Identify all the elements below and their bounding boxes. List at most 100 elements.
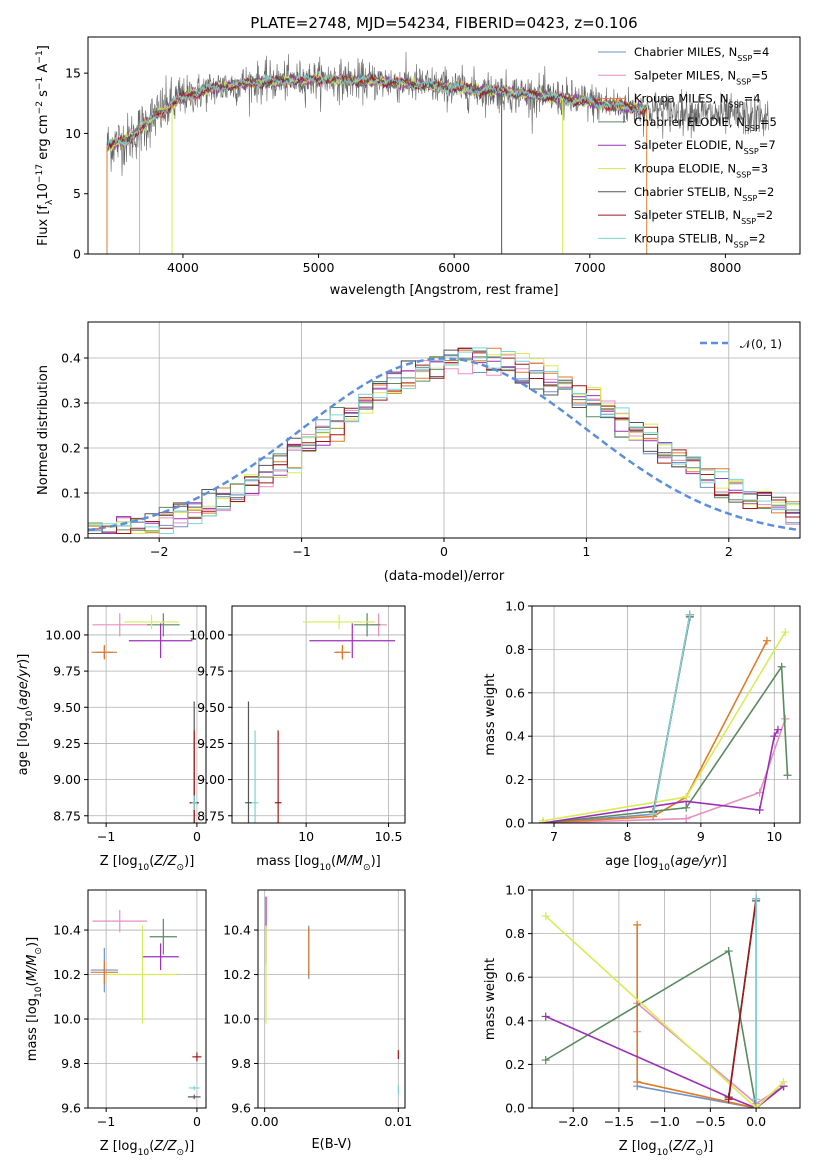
label-part: 10 (658, 863, 670, 873)
label-part: Chabrier STELIB, N (634, 185, 742, 199)
weight-marker (752, 1104, 761, 1108)
y-tick-label: 8.75 (53, 808, 81, 823)
label-part: =2 (757, 185, 774, 199)
label-part: SSP (745, 123, 760, 132)
y-tick-label: 1.0 (505, 599, 525, 614)
x-tick-label: 6000 (438, 260, 470, 275)
y-tick-label: 10.00 (189, 627, 225, 642)
legend-label: 𝒩(0, 1) (740, 337, 782, 351)
weight-marker (773, 725, 782, 734)
plot-area (265, 896, 399, 1095)
x-tick-label: 0.00 (251, 1114, 279, 1129)
y-tick-label: 0.4 (505, 1013, 525, 1028)
weight-marker (783, 771, 792, 780)
label-part: Kroupa MILES, N (634, 92, 729, 106)
weight-line-salpeter-miles (542, 718, 787, 823)
errorbar-point (192, 1052, 202, 1062)
legend-label: Salpeter STELIB, NSSP=2 (634, 208, 773, 226)
label-part: −1 (35, 77, 45, 90)
mass-vs-ebv-xlabel: E(B-V) (311, 1137, 351, 1152)
weight-marker (752, 1095, 761, 1104)
errorbar-point (92, 613, 147, 637)
axes-frame (531, 605, 801, 824)
axes-frame (231, 605, 406, 824)
label-part: ( (149, 854, 154, 869)
label-part: Z/Z (672, 1139, 696, 1154)
label-part: SSP (734, 240, 749, 249)
label-part: 10 (36, 183, 51, 200)
y-tick-label: 9.00 (197, 772, 225, 787)
axes-residuals: −2 −1 0 1 2 0.0 0.1 0.2 0.3 0.4 (61, 321, 801, 559)
axes-frame (87, 605, 207, 824)
label-part: )] (371, 854, 381, 869)
x-tick-label: 0 (193, 1114, 201, 1129)
label-part: λ (45, 199, 55, 205)
gridlines (88, 890, 206, 1109)
label-part: mass [log (256, 854, 319, 869)
weight-line-chabrier-miles (542, 614, 691, 823)
weight-marker (541, 1056, 550, 1065)
weight-marker (633, 1077, 642, 1086)
label-part: age/yr (16, 662, 31, 705)
weight-marker (770, 732, 779, 741)
model-line-kroupa-elodie (106, 72, 648, 152)
y-tick-label: 0.2 (61, 441, 81, 456)
y-tick-label: 10 (65, 126, 81, 141)
plot-area (91, 613, 199, 823)
weight-marker (633, 920, 642, 929)
label-part: ⊙ (696, 1148, 704, 1158)
normal-curve-line (88, 357, 798, 532)
x-tick-label: 0 (193, 829, 201, 844)
y-tick-label: 0.6 (505, 685, 525, 700)
weight-line-salpeter-elodie (545, 1015, 784, 1108)
y-tick-label: 0.8 (505, 642, 525, 657)
y-tick-label: 9.8 (61, 1056, 81, 1071)
residuals-legend: 𝒩(0, 1) (700, 337, 782, 351)
label-part: =2 (749, 231, 766, 245)
errorbar-point (107, 925, 177, 1024)
label-part: =4 (744, 92, 761, 106)
label-part: =3 (751, 162, 768, 176)
y-tick-label: 0.0 (505, 816, 525, 831)
weight-marker (777, 662, 786, 671)
label-part: Salpeter ELODIE, N (634, 138, 744, 152)
y-tick-label: 9.8 (231, 1056, 251, 1071)
errorbar-point (92, 910, 147, 933)
errorbar-point (187, 1094, 201, 1100)
plot-area (541, 894, 788, 1108)
weight_vs_Z-ylabel: mass weight (483, 958, 498, 1040)
axes-weight_vs_age: 7 8 9 10 0.0 0.2 0.4 0.6 0.8 1.0 (505, 599, 801, 844)
label-part: =2 (756, 208, 773, 222)
y-tick-label: 0.0 (61, 531, 81, 546)
x-tick-label: −1.0 (649, 1114, 679, 1129)
label-part: 10 (657, 1148, 669, 1158)
y-tick-label: 10.0 (223, 1012, 251, 1027)
label-part: erg cm (36, 114, 51, 163)
y-tick-label: 15 (65, 66, 81, 81)
label-part: )] (184, 1139, 194, 1154)
weight-line-kroupa-elodie (545, 915, 785, 1108)
label-part: Salpeter MILES, N (634, 68, 736, 82)
label-part: −2 (35, 101, 45, 114)
errorbar-point (147, 613, 180, 637)
x-tick-label: −0.5 (695, 1114, 725, 1129)
label-part: ( (25, 981, 40, 986)
label-part: M/M (336, 854, 363, 869)
errorbar-point (309, 623, 396, 659)
weight-marker (762, 636, 771, 645)
weight-marker (541, 1012, 550, 1021)
label-part: Z [log (100, 854, 138, 869)
spectrum-title: PLATE=2748, MJD=54234, FIBERID=0423, z=0… (250, 14, 637, 32)
label-part: =5 (751, 68, 768, 82)
weight-marker (682, 792, 691, 801)
label-part: SSP (729, 100, 744, 109)
y-tick-label: 0.0 (505, 1101, 525, 1116)
x-tick-label: −1.5 (604, 1114, 634, 1129)
gridlines (258, 890, 405, 1109)
errorbar-point (251, 730, 259, 823)
y-tick-label: 0.4 (505, 729, 525, 744)
y-tick-label: 0.2 (505, 1057, 525, 1072)
axes-age_vs_mass: 10 10.5 8.75 9.00 9.25 9.50 9.75 10.00 (189, 605, 406, 844)
label-part: Z/Z (153, 854, 177, 869)
